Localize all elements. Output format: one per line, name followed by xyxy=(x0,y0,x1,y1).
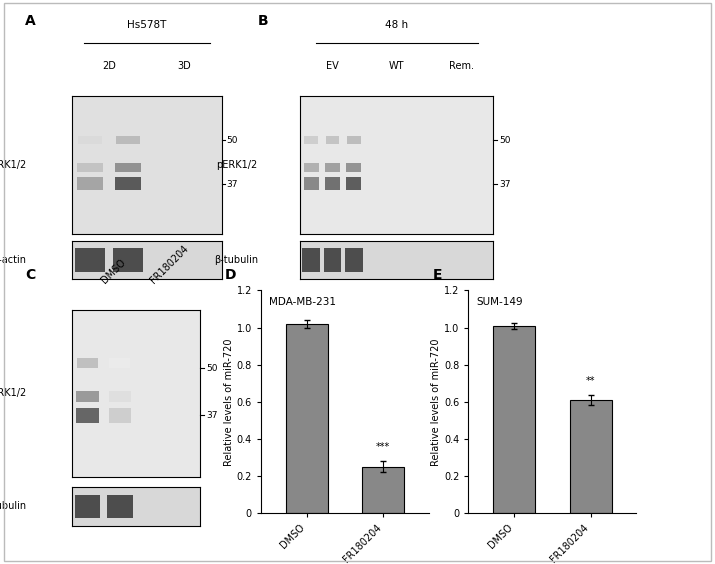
Text: 1.0: 1.0 xyxy=(325,255,340,265)
Text: B: B xyxy=(257,14,268,28)
Text: 37: 37 xyxy=(207,411,218,420)
Text: 37: 37 xyxy=(499,180,511,189)
Bar xyxy=(363,467,404,513)
Text: FR180204: FR180204 xyxy=(149,243,191,285)
Text: pERK1/2: pERK1/2 xyxy=(0,160,26,170)
Text: β-tubulin: β-tubulin xyxy=(214,255,258,265)
Text: SUM-149: SUM-149 xyxy=(477,297,523,307)
Text: 3D: 3D xyxy=(177,61,191,71)
Text: ***: *** xyxy=(376,442,390,452)
Bar xyxy=(325,136,340,144)
Bar xyxy=(347,178,362,190)
Text: 2.1: 2.1 xyxy=(453,255,469,265)
Y-axis label: Relative levels of miR-720: Relative levels of miR-720 xyxy=(224,338,234,466)
Bar xyxy=(109,359,130,368)
Bar xyxy=(74,495,100,518)
Bar xyxy=(75,249,105,271)
Text: EV: EV xyxy=(326,61,339,71)
Bar xyxy=(304,136,318,144)
Text: β-actin: β-actin xyxy=(0,255,26,265)
Bar xyxy=(107,495,133,518)
Bar xyxy=(345,249,363,271)
Text: 2.7: 2.7 xyxy=(177,255,192,265)
Text: 1.6: 1.6 xyxy=(389,255,405,265)
Bar xyxy=(77,163,104,172)
Text: 1: 1 xyxy=(101,496,107,506)
Text: D: D xyxy=(225,268,237,282)
Text: pERK1/2: pERK1/2 xyxy=(0,389,26,398)
Bar xyxy=(109,408,131,424)
Text: β-tubulin: β-tubulin xyxy=(0,501,26,512)
Bar xyxy=(78,136,102,144)
Bar xyxy=(116,136,140,144)
Text: 37: 37 xyxy=(226,180,237,189)
Text: Hs578T: Hs578T xyxy=(127,20,167,29)
Text: E: E xyxy=(433,268,442,282)
Bar xyxy=(77,178,104,190)
Text: **: ** xyxy=(586,376,596,386)
Text: 50: 50 xyxy=(226,135,237,144)
Bar xyxy=(286,324,327,513)
Bar xyxy=(493,326,535,513)
Bar xyxy=(114,178,141,190)
Bar xyxy=(325,163,340,172)
Text: A: A xyxy=(25,14,36,28)
Bar xyxy=(347,163,362,172)
Text: 2D: 2D xyxy=(102,61,116,71)
Bar xyxy=(325,178,340,190)
Text: 48 h: 48 h xyxy=(385,20,408,29)
Bar xyxy=(303,178,318,190)
Bar xyxy=(77,391,99,402)
Bar xyxy=(114,163,141,172)
Text: pERK1/2: pERK1/2 xyxy=(217,160,258,170)
Text: 50: 50 xyxy=(499,135,511,144)
Text: WT: WT xyxy=(389,61,405,71)
Text: 50: 50 xyxy=(207,364,218,373)
Text: Rem.: Rem. xyxy=(449,61,473,71)
Text: MDA-MB-231: MDA-MB-231 xyxy=(270,297,336,307)
Text: 1.0: 1.0 xyxy=(102,255,117,265)
Bar xyxy=(302,249,320,271)
Bar xyxy=(570,400,611,513)
Bar xyxy=(77,408,99,424)
Bar xyxy=(303,163,318,172)
Y-axis label: Relative levels of miR-720: Relative levels of miR-720 xyxy=(431,338,441,466)
Text: 0.40: 0.40 xyxy=(157,496,179,506)
Bar xyxy=(109,391,131,402)
Text: C: C xyxy=(25,268,35,282)
Text: DMSO: DMSO xyxy=(100,257,128,285)
Bar xyxy=(347,136,361,144)
Bar xyxy=(324,249,341,271)
Bar xyxy=(113,249,143,271)
Bar xyxy=(77,359,98,368)
